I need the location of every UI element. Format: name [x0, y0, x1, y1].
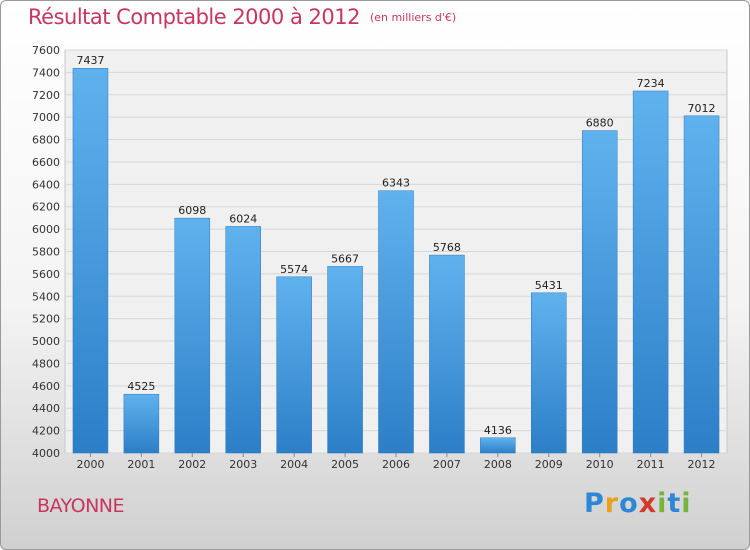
x-tick-label: 2005: [331, 458, 359, 471]
bar: [480, 437, 516, 454]
x-tick-label: 2012: [688, 458, 716, 471]
y-tick-label: 5800: [32, 246, 60, 259]
logo-letter: t: [667, 488, 682, 519]
bar: [378, 190, 414, 454]
x-tick-label: 2008: [484, 458, 512, 471]
chart-title-text: Résultat Comptable 2000 à 2012: [28, 5, 360, 29]
y-tick-label: 5600: [32, 268, 60, 281]
bar-value-label: 5768: [433, 241, 461, 254]
bar-value-label: 7234: [637, 77, 665, 90]
y-tick-label: 4800: [32, 357, 60, 370]
logo-letter: o: [619, 488, 639, 519]
x-tick-label: 2002: [178, 458, 206, 471]
bar: [276, 276, 312, 454]
logo-letter: i: [681, 488, 692, 519]
x-tick-label: 2009: [535, 458, 563, 471]
x-tick-label: 2011: [637, 458, 665, 471]
x-tick-label: 2001: [127, 458, 155, 471]
chart-title: Résultat Comptable 2000 à 2012 (en millie…: [28, 5, 456, 29]
logo-letter: i: [657, 488, 668, 519]
y-tick-label: 6600: [32, 156, 60, 169]
bar: [123, 393, 160, 454]
bar-value-label: 5431: [535, 279, 563, 292]
y-tick-label: 5000: [32, 335, 60, 348]
bar-value-label: 4136: [484, 424, 512, 437]
y-tick-label: 5200: [32, 313, 60, 326]
y-tick-label: 6800: [32, 134, 60, 147]
bar-value-label: 4525: [127, 380, 155, 393]
y-tick-label: 7600: [32, 44, 60, 57]
y-tick-label: 6400: [32, 178, 60, 191]
y-tick-label: 4200: [32, 425, 60, 438]
y-tick-label: 4400: [32, 402, 60, 415]
x-tick-label: 2003: [229, 458, 257, 471]
bar-value-label: 7437: [76, 54, 104, 67]
bar: [327, 266, 363, 454]
bar: [531, 292, 567, 454]
y-tick-label: 6000: [32, 223, 60, 236]
chart-subtitle: (en milliers d'€): [369, 11, 457, 24]
city-name: BAYONNE: [37, 495, 125, 517]
x-tick-label: 2000: [76, 458, 104, 471]
bar: [174, 217, 211, 454]
y-tick-label: 5400: [32, 290, 60, 303]
bar: [429, 254, 465, 454]
bar-value-label: 6024: [229, 212, 257, 225]
bar-value-label: 6343: [382, 177, 410, 190]
bar-value-label: 5574: [280, 263, 308, 276]
bar-value-label: 5667: [331, 252, 359, 265]
logo-letter: P: [584, 488, 605, 519]
bar: [683, 115, 720, 454]
y-tick-label: 4000: [32, 447, 60, 460]
y-tick-label: 6200: [32, 201, 60, 214]
bar: [225, 226, 261, 454]
bar-value-label: 6098: [178, 204, 206, 217]
proxiti-logo: Proxiti: [584, 488, 692, 519]
x-tick-label: 2004: [280, 458, 308, 471]
x-tick-label: 2007: [433, 458, 461, 471]
y-tick-label: 4600: [32, 380, 60, 393]
y-tick-label: 7200: [32, 89, 60, 102]
y-tick-label: 7400: [32, 66, 60, 79]
bar: [581, 130, 618, 454]
bar: [72, 67, 109, 454]
logo-letter: x: [638, 488, 658, 519]
y-tick-label: 7000: [32, 111, 60, 124]
bar-value-label: 6880: [586, 117, 614, 130]
x-tick-label: 2010: [586, 458, 614, 471]
bar-value-label: 7012: [688, 102, 716, 115]
x-tick-label: 2006: [382, 458, 410, 471]
logo-letter: r: [604, 488, 620, 519]
bar: [632, 90, 669, 454]
